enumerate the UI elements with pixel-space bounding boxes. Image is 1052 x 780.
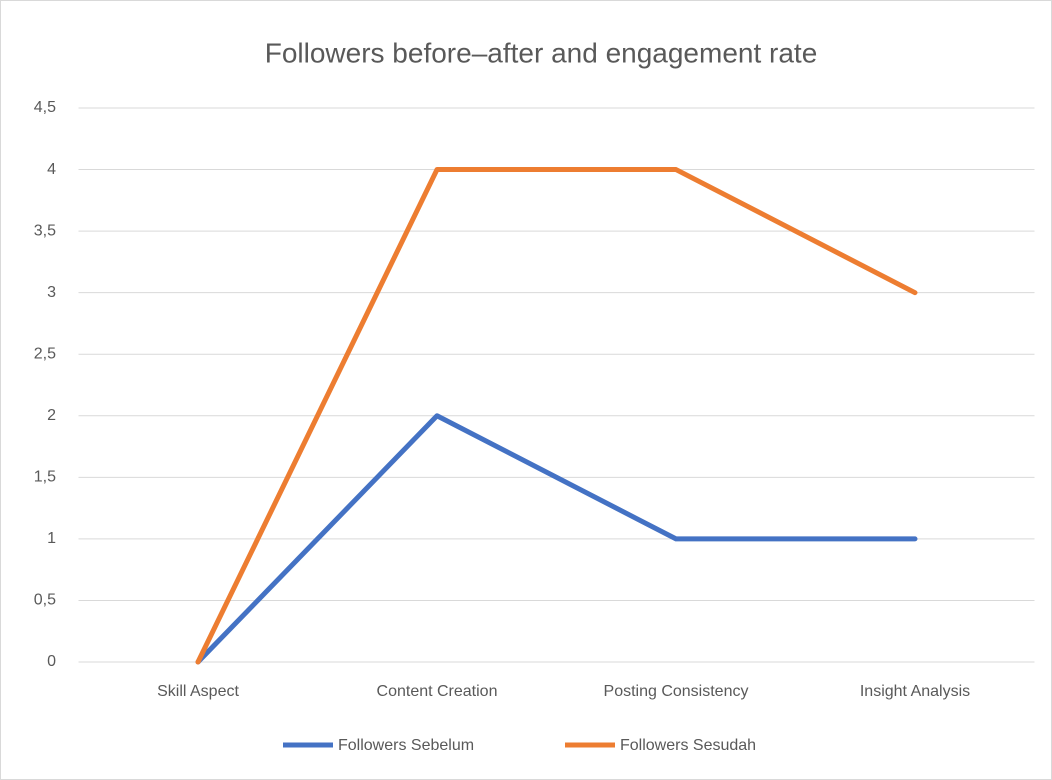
y-tick-label: 3,5 [34,222,56,239]
x-tick-label: Content Creation [377,683,498,700]
data-line [195,167,918,665]
legend-label: Followers Sesudah [620,737,756,754]
legend-label: Followers Sebelum [338,737,474,754]
y-tick-label: 0,5 [34,592,56,609]
x-tick-label: Skill Aspect [157,683,239,700]
chart-title: Followers before–after and engagement ra… [265,37,818,68]
y-tick-label: 0 [47,653,56,670]
y-tick-label: 4,5 [34,99,56,116]
y-tick-label: 4 [47,161,56,178]
x-tick-label: Posting Consistency [604,683,749,700]
y-tick-label: 3 [47,284,56,301]
y-tick-label: 1,5 [34,469,56,486]
data-line [195,413,918,665]
y-tick-label: 2,5 [34,345,56,362]
x-tick-label: Insight Analysis [860,683,970,700]
y-tick-label: 2 [47,407,56,424]
y-tick-label: 1 [47,530,56,547]
